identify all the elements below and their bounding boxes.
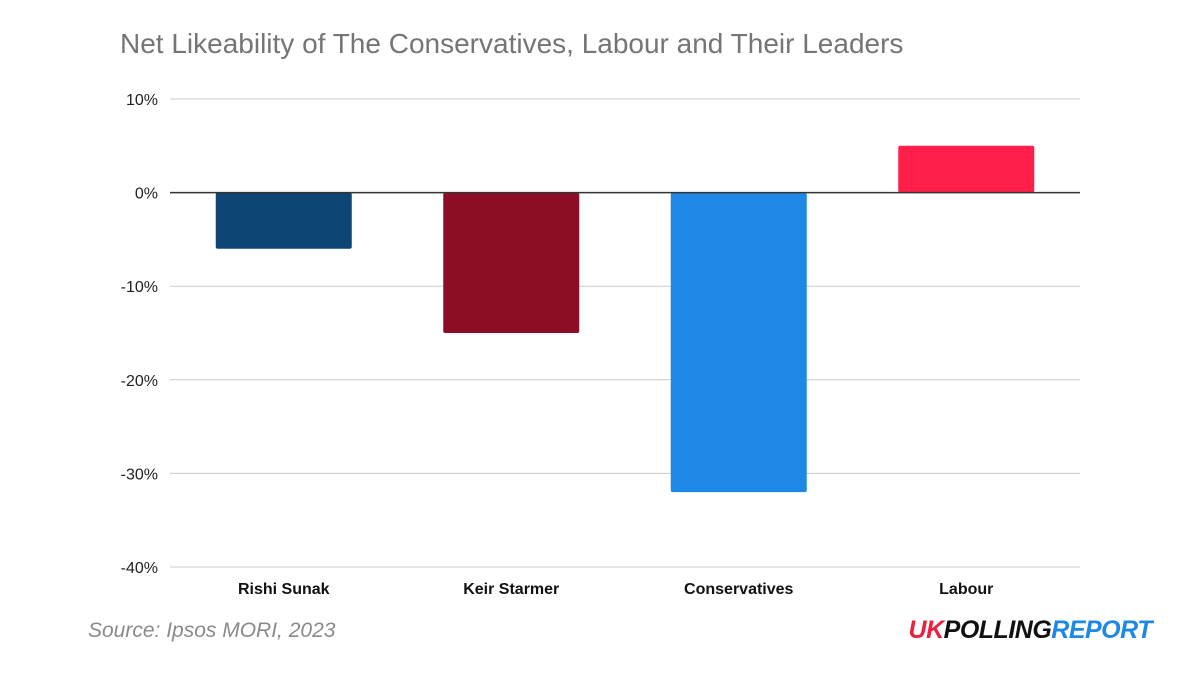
y-tick-label: -10% — [121, 279, 158, 296]
y-tick-labels: 10% 0% -10% -20% -30% -40% — [121, 92, 158, 577]
category-labels: Rishi Sunak Keir Starmer Conservatives Labo… — [238, 581, 993, 598]
bar-rishi-sunak — [215, 192, 352, 249]
source-note: Source: Ipsos MORI, 2023 — [88, 619, 336, 642]
logo-polling-text: POLLING — [943, 616, 1052, 644]
chart-title: Net Likeability of The Conservatives, La… — [120, 28, 904, 59]
y-tick-label: -20% — [121, 373, 158, 390]
category-label: Labour — [939, 581, 993, 598]
bar-labour — [898, 145, 1035, 193]
category-label: Conservatives — [684, 581, 793, 598]
bar-keir-starmer — [443, 192, 580, 333]
bars — [215, 145, 1035, 493]
category-label: Rishi Sunak — [238, 581, 330, 598]
ukpollingreport-logo: UKPOLLINGREPORT — [908, 616, 1153, 645]
bar-conservatives — [670, 192, 807, 493]
logo-report-text: REPORT — [1051, 616, 1152, 644]
y-tick-label: 10% — [126, 92, 158, 109]
y-tick-label: -40% — [121, 560, 158, 577]
logo-uk-text: UK — [908, 616, 945, 644]
category-label: Keir Starmer — [463, 581, 559, 598]
y-tick-label: 0% — [135, 186, 158, 203]
y-tick-label: -30% — [121, 466, 158, 483]
